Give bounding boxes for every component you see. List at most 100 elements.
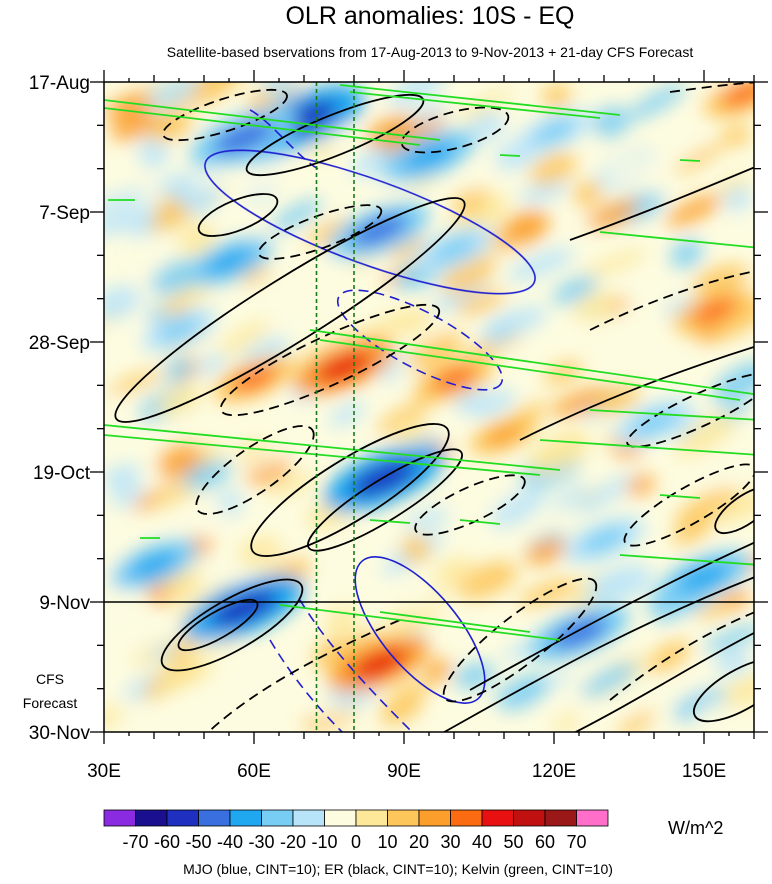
anomaly-texture: [384, 116, 446, 155]
anomaly-feature: [129, 551, 179, 579]
kelvin-contours: [104, 84, 754, 641]
anomaly-texture: [104, 464, 142, 492]
kelvin-contour: [539, 439, 754, 456]
colorbar-label: 50: [503, 832, 523, 852]
anomaly-texture: [716, 487, 754, 524]
anomaly-texture: [710, 300, 754, 341]
anomaly-texture: [180, 500, 227, 534]
mjo-contour: [249, 109, 321, 171]
anomaly-texture: [672, 516, 714, 546]
er-contour: [469, 541, 754, 691]
anomaly-texture: [155, 385, 203, 415]
colorbar: -70 -60 -50 -40 -30 -20 -10 0 10 20 30 40 50 60 70: [103, 809, 609, 852]
er-contour: [195, 425, 315, 515]
er-contour: [197, 193, 279, 237]
colorbar-label: 10: [377, 832, 397, 852]
colorbar-units: W/m^2: [668, 818, 723, 838]
anomaly-texture: [217, 320, 270, 356]
anomaly-texture: [239, 164, 294, 194]
er-contour: [714, 485, 754, 535]
anomaly-texture: [694, 701, 730, 724]
er-negative-contours: [162, 82, 754, 732]
anomaly-texture: [163, 568, 203, 602]
anomaly-texture: [394, 416, 427, 444]
anomaly-feature: [350, 215, 408, 246]
y-tick-label: 17-Aug: [29, 73, 90, 94]
anomaly-texture: [191, 167, 225, 192]
anomaly-texture: [391, 573, 440, 606]
y-tick-label: 30-Nov: [29, 723, 91, 744]
forecast-label: Forecast: [23, 695, 78, 711]
anomaly-texture: [626, 687, 675, 717]
colorbar-label: -10: [311, 832, 337, 852]
anomaly-texture: [550, 387, 615, 417]
kelvin-contour: [459, 519, 501, 525]
plot-area: [104, 82, 754, 732]
anomaly-texture: [723, 673, 754, 707]
mjo-contour: [336, 289, 504, 391]
anomaly-feature: [402, 141, 456, 171]
anomaly-texture: [625, 83, 687, 121]
reference-longitude-lines: [315, 82, 355, 732]
kelvin-contour: [104, 99, 441, 141]
mjo-contour: [354, 556, 486, 704]
anomaly-texture: [507, 248, 575, 281]
y-tick-label: 7-Sep: [39, 203, 90, 224]
kelvin-contour: [104, 424, 561, 471]
colorbar-swatch: [576, 809, 609, 827]
anomaly-texture: [586, 199, 640, 230]
anomaly-feature: [204, 247, 254, 276]
anomaly-texture: [240, 441, 305, 471]
colorbar-label: 30: [440, 832, 460, 852]
kelvin-contour: [309, 329, 754, 396]
anomaly-texture: [721, 124, 752, 147]
er-contour: [219, 303, 441, 417]
anomaly-feature: [550, 617, 608, 649]
er-contour: [692, 657, 754, 723]
x-tick-label: 60E: [237, 761, 271, 782]
anomaly-texture: [696, 598, 733, 620]
colorbar-swatch: [324, 809, 357, 827]
anomaly-texture: [674, 486, 738, 527]
anomaly-texture: [304, 330, 368, 359]
anomaly-texture: [397, 321, 449, 347]
anomaly-texture: [110, 108, 158, 141]
anomaly-texture: [478, 194, 510, 221]
anomaly-texture: [712, 361, 754, 404]
anomaly-texture: [166, 634, 203, 659]
anomaly-texture: [490, 487, 546, 528]
er-contour: [307, 448, 463, 552]
er-contour: [162, 88, 288, 142]
er-contour: [207, 619, 401, 732]
anomaly-texture: [580, 662, 638, 697]
anomaly-feature: [210, 589, 278, 627]
colorbar-label: -40: [217, 832, 243, 852]
er-contour: [160, 578, 304, 672]
anomaly-feature: [677, 562, 731, 592]
anomaly-texture: [424, 659, 452, 682]
colorbar-swatch: [481, 809, 514, 827]
colorbar-swatch: [513, 809, 546, 827]
anomaly-feature: [231, 366, 277, 392]
anomaly-texture: [197, 353, 227, 375]
anomaly-texture: [430, 281, 489, 312]
anomaly-texture: [585, 571, 629, 603]
anomaly-texture: [592, 106, 630, 138]
x-tick-label: 120E: [532, 761, 576, 782]
colorbar-swatch: [292, 809, 325, 827]
anomaly-texture: [626, 474, 656, 496]
anomaly-feature: [485, 424, 523, 446]
colorbar-swatch: [544, 809, 577, 827]
anomaly-texture: [709, 463, 749, 493]
er-contour: [257, 204, 383, 260]
mjo-contour: [204, 149, 536, 295]
anomaly-texture: [666, 193, 723, 227]
anomaly-texture: [550, 484, 590, 511]
colorbar-label: 60: [535, 832, 555, 852]
anomaly-texture: [388, 676, 418, 695]
colorbar-swatch: [355, 809, 388, 827]
anomaly-feature: [581, 527, 627, 553]
anomaly-texture: [469, 111, 505, 142]
mjo-contour: [299, 599, 414, 732]
